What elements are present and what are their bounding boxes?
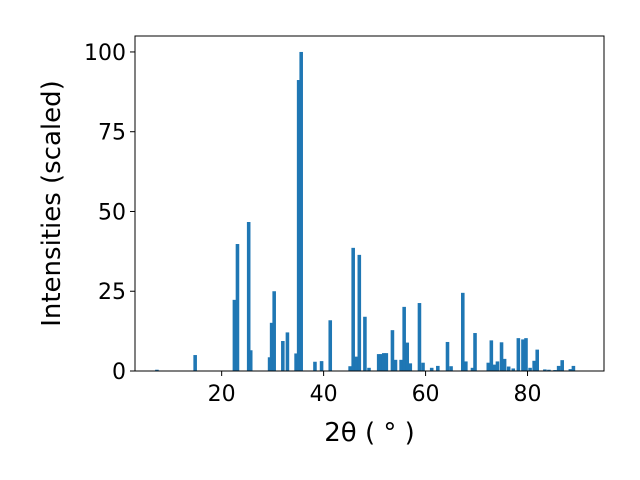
- bar: [235, 244, 240, 371]
- bar: [489, 340, 494, 371]
- x-tick-label: 80: [514, 382, 542, 407]
- bar: [464, 361, 468, 371]
- bar: [348, 366, 352, 371]
- bar: [248, 350, 253, 371]
- bar: [272, 291, 276, 371]
- bars-group: [155, 51, 576, 371]
- bar: [429, 367, 434, 371]
- bar: [502, 358, 507, 371]
- bar: [393, 359, 398, 371]
- bar: [379, 354, 384, 371]
- bar: [402, 306, 406, 371]
- bar: [384, 353, 389, 371]
- bar: [313, 361, 317, 371]
- bar: [492, 364, 497, 371]
- bar: [516, 338, 521, 371]
- bar: [445, 341, 450, 371]
- bar: [357, 254, 362, 371]
- bar: [571, 365, 576, 371]
- bar: [421, 362, 425, 371]
- bar: [532, 360, 536, 371]
- bar: [543, 369, 547, 371]
- bar: [568, 369, 573, 371]
- bar: [521, 339, 525, 371]
- bar: [408, 363, 413, 371]
- x-tick-label: 20: [208, 382, 236, 407]
- bar: [367, 367, 371, 371]
- bar: [267, 357, 272, 371]
- bar: [299, 51, 303, 371]
- x-ticks-group: 20 40 60 80: [208, 371, 542, 407]
- bar: [535, 349, 539, 371]
- bar: [436, 365, 440, 371]
- y-tick-label: 75: [98, 121, 126, 146]
- bar: [495, 361, 500, 371]
- y-tick-label: 50: [98, 200, 126, 225]
- bar: [556, 365, 561, 371]
- bar: [319, 361, 324, 371]
- y-tick-label: 0: [112, 360, 126, 385]
- x-tick-label: 40: [310, 382, 338, 407]
- bar: [390, 330, 395, 371]
- bar: [193, 355, 197, 371]
- bar: [363, 316, 367, 371]
- bar: [269, 322, 274, 371]
- y-ticks-group: 0 25 50 75 100: [84, 41, 135, 385]
- bar: [328, 320, 333, 371]
- bar: [351, 247, 355, 371]
- bar: [246, 222, 251, 371]
- bar: [486, 362, 491, 371]
- bar: [417, 303, 422, 371]
- bar: [294, 353, 298, 371]
- bar: [547, 369, 551, 371]
- bar: [381, 353, 386, 371]
- bar: [473, 333, 477, 371]
- bar: [461, 292, 465, 371]
- bar: [405, 342, 410, 371]
- bar: [232, 299, 237, 371]
- bar: [285, 332, 290, 371]
- x-axis-label: 2θ ( ° ): [324, 418, 415, 448]
- bar: [296, 80, 301, 371]
- y-tick-label: 100: [84, 41, 126, 66]
- y-tick-label: 25: [98, 280, 126, 305]
- y-axis-label: Intensities (scaled): [37, 80, 67, 327]
- bar: [499, 342, 504, 371]
- bar: [470, 367, 475, 371]
- bar: [511, 368, 516, 371]
- bar: [560, 360, 564, 371]
- bar: [281, 341, 285, 371]
- bar: [376, 354, 381, 371]
- bar: [399, 359, 403, 371]
- bar: [528, 367, 532, 371]
- bar: [506, 366, 511, 371]
- x-tick-label: 60: [412, 382, 440, 407]
- bar: [524, 338, 528, 371]
- bar: [449, 366, 453, 371]
- bar: [354, 356, 359, 371]
- bar: [155, 369, 159, 371]
- plot-frame: [134, 35, 605, 372]
